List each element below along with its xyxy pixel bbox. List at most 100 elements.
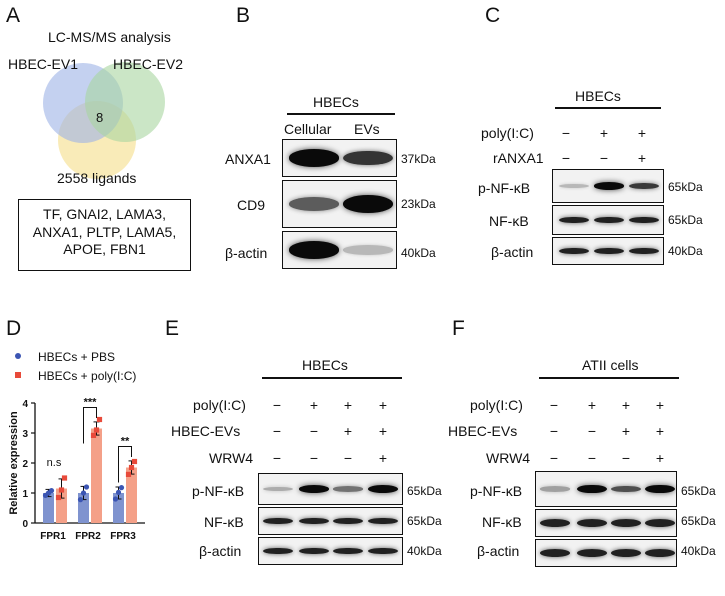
y-tick-label: 2 bbox=[22, 459, 28, 470]
blot-label-p-nfkb: p-NF-κB bbox=[478, 180, 531, 196]
treatment-sign: − bbox=[587, 450, 597, 466]
blot-band bbox=[299, 517, 329, 525]
data-point bbox=[77, 497, 84, 503]
treatment-sign: − bbox=[272, 450, 282, 466]
treatment-sign: + bbox=[655, 450, 665, 466]
treatment-sign: − bbox=[587, 423, 597, 439]
blot-band bbox=[645, 519, 675, 527]
blot-label-cd9: CD9 bbox=[237, 197, 266, 213]
venn-diagram bbox=[43, 62, 165, 179]
blot-band bbox=[368, 547, 398, 555]
treatment-sign: − bbox=[309, 450, 319, 466]
treatment-sign: + bbox=[637, 125, 647, 141]
panel-c-header: HBECs bbox=[575, 88, 621, 104]
y-axis-label: Relative expression bbox=[8, 411, 20, 515]
western-blot-p-nfkb bbox=[535, 471, 677, 507]
treatment-label-ranxa1: rANXA1 bbox=[493, 150, 544, 166]
legend-label: HBECs + PBS bbox=[38, 350, 115, 364]
treatment-sign: − bbox=[272, 423, 282, 439]
treatment-sign: + bbox=[637, 150, 647, 166]
ligand-list-line: APOE, FBN1 bbox=[63, 241, 146, 257]
kda-label: 65kDa bbox=[407, 484, 442, 498]
blot-band bbox=[559, 183, 589, 189]
western-blot-beta-actin bbox=[282, 231, 397, 269]
treatment-sign: + bbox=[621, 423, 631, 439]
kda-label: 65kDa bbox=[668, 213, 703, 227]
panel-c-header-line bbox=[555, 107, 661, 109]
blot-band bbox=[289, 149, 339, 167]
blot-label-beta-actin: β-actin bbox=[199, 543, 242, 559]
blot-band bbox=[333, 486, 363, 492]
treatment-label-hbec-evs: HBEC-EVs bbox=[171, 423, 241, 439]
panel-e-header-line bbox=[262, 377, 402, 379]
western-blot-beta-actin bbox=[535, 539, 677, 567]
blot-band bbox=[611, 549, 641, 557]
panel-e-header: HBECs bbox=[302, 357, 348, 373]
blot-band bbox=[289, 241, 339, 259]
blot-band bbox=[343, 195, 393, 213]
western-blot-nfkb bbox=[258, 507, 403, 535]
data-point bbox=[118, 485, 125, 491]
blot-label-beta-actin: β-actin bbox=[225, 245, 268, 261]
blot-label-beta-actin: β-actin bbox=[491, 244, 534, 260]
blot-band bbox=[611, 519, 641, 527]
blot-band bbox=[577, 484, 607, 494]
bar bbox=[43, 493, 54, 523]
blot-band bbox=[577, 549, 607, 557]
treatment-sign: − bbox=[549, 450, 559, 466]
lcms-title: LC-MS/MS analysis bbox=[48, 29, 171, 45]
ligand-list-line: ANXA1, PLTP, LAMA5, bbox=[32, 223, 177, 240]
blot-label-nfkb: NF-κB bbox=[204, 514, 244, 530]
ligand-list-box: TF, GNAI2, LAMA3, ANXA1, PLTP, LAMA5, AP… bbox=[18, 199, 191, 271]
treatment-label-hbec-evs: HBEC-EVs bbox=[448, 423, 518, 439]
blot-band bbox=[594, 247, 624, 255]
data-point bbox=[93, 427, 100, 433]
kda-label: 40kDa bbox=[407, 544, 442, 558]
panel-e-label: E bbox=[165, 317, 180, 340]
venn-label-ligands: 2558 ligands bbox=[57, 170, 137, 186]
relative-expression-chart: HBECs + PBS HBECs + poly(I:C) 0 1 2 3 4Relativ… bbox=[8, 350, 145, 542]
panel-f-header: ATII cells bbox=[582, 357, 639, 373]
data-point bbox=[61, 475, 68, 481]
treatment-sign: + bbox=[343, 397, 353, 413]
treatment-sign: − bbox=[561, 125, 571, 141]
panel-b-label: B bbox=[236, 4, 251, 27]
western-blot-anxa1 bbox=[282, 139, 397, 177]
western-blot-cd9 bbox=[282, 180, 397, 228]
blot-label-p-nfkb: p-NF-κB bbox=[470, 483, 523, 499]
data-point bbox=[115, 489, 122, 495]
y-tick-label: 3 bbox=[22, 429, 28, 440]
venn-intersection-count: 8 bbox=[96, 110, 104, 125]
blot-band bbox=[559, 216, 589, 224]
treatment-sign: − bbox=[549, 397, 559, 413]
kda-label: 40kDa bbox=[401, 246, 436, 260]
blot-band bbox=[577, 519, 607, 527]
significance-label: *** bbox=[84, 397, 98, 409]
legend-marker bbox=[15, 353, 21, 359]
blot-band bbox=[289, 197, 339, 211]
treatment-sign: − bbox=[309, 423, 319, 439]
blot-band bbox=[629, 182, 659, 190]
kda-label: 40kDa bbox=[668, 244, 703, 258]
western-blot-p-nfkb bbox=[552, 169, 664, 203]
blot-label-nfkb: NF-κB bbox=[482, 514, 522, 530]
kda-label: 65kDa bbox=[681, 514, 716, 528]
treatment-sign: + bbox=[378, 450, 388, 466]
data-point bbox=[83, 484, 90, 490]
treatment-sign: − bbox=[272, 397, 282, 413]
blot-band bbox=[333, 547, 363, 555]
treatment-sign: + bbox=[655, 397, 665, 413]
western-blot-nfkb bbox=[552, 205, 664, 235]
treatment-sign: − bbox=[549, 423, 559, 439]
significance-label: ** bbox=[121, 436, 130, 448]
bar bbox=[126, 467, 137, 523]
venn-circle-ev2 bbox=[85, 62, 165, 142]
panel-d-label: D bbox=[6, 317, 22, 340]
panel-a-label: A bbox=[6, 4, 21, 27]
blot-band bbox=[594, 216, 624, 224]
significance-bracket bbox=[118, 446, 132, 483]
data-point bbox=[131, 458, 138, 465]
blot-band bbox=[299, 547, 329, 555]
blot-band bbox=[540, 486, 570, 492]
significance-label: n.s bbox=[47, 457, 62, 469]
